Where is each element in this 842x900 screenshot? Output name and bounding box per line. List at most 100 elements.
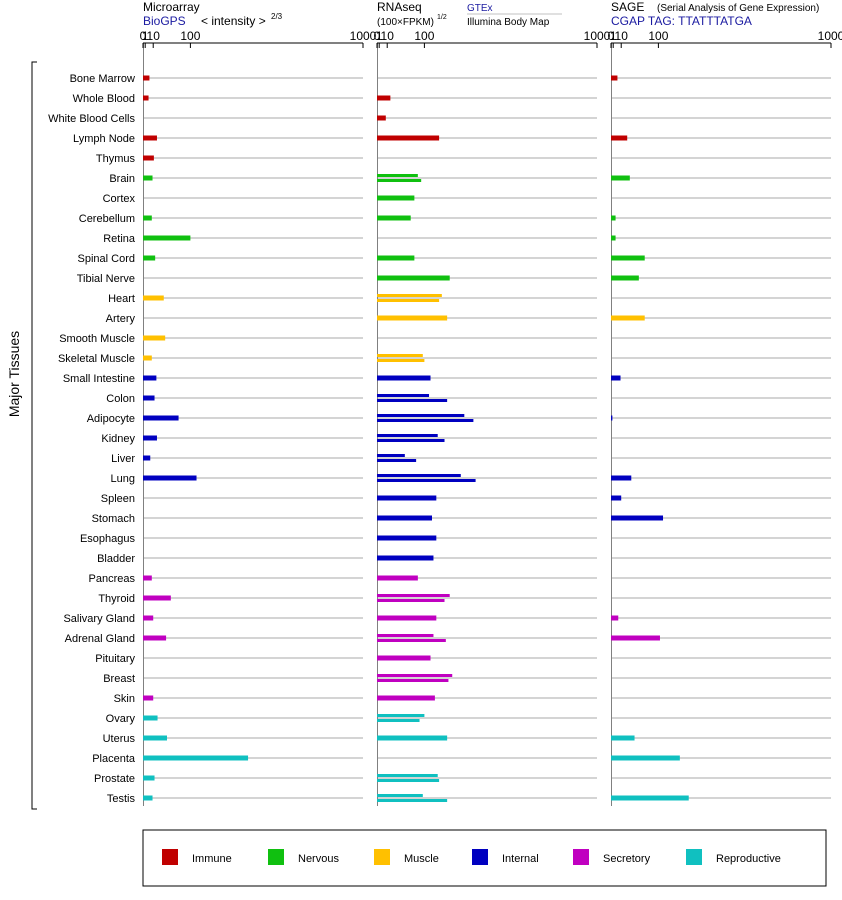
tissue-label: Stomach — [92, 513, 135, 525]
bar — [377, 714, 425, 717]
bar — [377, 174, 418, 177]
bar — [377, 394, 430, 397]
tissue-label: Heart — [108, 293, 135, 305]
tissue-label: Spinal Cord — [78, 253, 135, 265]
sage-header: SAGE (Serial Analysis of Gene Expression… — [611, 0, 819, 28]
tissue-labels: Bone Marrow Whole Blood White Blood Cells L… — [48, 73, 136, 805]
microarray-source: BioGPS — [143, 14, 186, 28]
bar — [611, 495, 622, 501]
tissue-label: Lymph Node — [73, 133, 135, 145]
tissue-label: Cortex — [103, 193, 136, 205]
bar — [377, 794, 423, 797]
bar — [377, 115, 386, 121]
tissue-label: Colon — [106, 393, 135, 405]
bar — [611, 735, 635, 741]
bar — [143, 215, 152, 221]
tissue-label: Esophagus — [80, 533, 136, 545]
bar — [611, 255, 645, 261]
sage-title: SAGE — [611, 0, 644, 14]
bar — [377, 315, 448, 321]
tissue-label: White Blood Cells — [48, 113, 135, 125]
axis-tick-label: 100 — [414, 29, 434, 43]
bar — [377, 779, 440, 782]
legend-swatch — [374, 849, 390, 865]
bar — [611, 615, 619, 621]
bar — [143, 75, 150, 81]
bar — [377, 655, 431, 661]
bar — [377, 799, 448, 802]
bar — [143, 595, 171, 601]
legend-swatch — [162, 849, 178, 865]
bar — [143, 455, 151, 461]
tissue-label: Thymus — [96, 153, 136, 165]
legend-label: Immune — [192, 853, 232, 865]
tissue-label: Smooth Muscle — [59, 333, 135, 345]
bar — [377, 774, 438, 777]
bar — [143, 735, 167, 741]
rnaseq-source-bodymap: Illumina Body Map — [467, 17, 550, 28]
bar — [143, 375, 157, 381]
axis-tick-label: 100 — [648, 29, 668, 43]
bar — [377, 639, 446, 642]
bar — [377, 359, 425, 362]
bar — [143, 695, 154, 701]
axis-tick-label: 0 — [608, 29, 615, 43]
microarray-scale-exponent: 2/3 — [271, 12, 283, 21]
bar — [611, 635, 660, 641]
axis-tick-label: 1000 — [350, 29, 377, 43]
bar — [377, 419, 474, 422]
bar — [377, 495, 437, 501]
bar — [377, 515, 432, 521]
tissue-label: Whole Blood — [73, 93, 135, 105]
rnaseq-scale-note: (100×FPKM) — [377, 17, 434, 28]
tissue-label: Skeletal Muscle — [58, 353, 135, 365]
bar — [377, 679, 449, 682]
bar — [143, 635, 167, 641]
bar — [611, 275, 639, 281]
bar — [377, 719, 420, 722]
axis-tick-label: 10 — [615, 29, 629, 43]
microarray-scale-note: < intensity > — [201, 14, 266, 28]
bar — [377, 439, 445, 442]
tissue-label: Adipocyte — [87, 413, 135, 425]
bar — [377, 195, 415, 201]
bar — [377, 354, 423, 357]
tissue-label: Spleen — [101, 493, 135, 505]
legend: Immune Nervous Muscle Internal Secretory Repr… — [142, 829, 827, 887]
bar — [143, 295, 164, 301]
bar — [377, 674, 453, 677]
bar — [143, 795, 153, 801]
tissue-label: Pancreas — [89, 573, 136, 585]
bar — [143, 715, 158, 721]
tissue-label: Artery — [106, 313, 136, 325]
bar — [377, 474, 461, 477]
bar — [377, 735, 448, 741]
axis-tick-label: 0 — [374, 29, 381, 43]
bar — [377, 459, 417, 462]
axis-tick-label: 10 — [381, 29, 395, 43]
bar — [377, 599, 445, 602]
bar — [611, 235, 616, 241]
bar — [377, 555, 434, 561]
tissue-label: Salivary Gland — [63, 613, 135, 625]
bar — [377, 414, 465, 417]
bar — [611, 515, 664, 521]
bar — [377, 454, 405, 457]
tissue-label: Uterus — [103, 733, 136, 745]
tissue-label: Cerebellum — [79, 213, 135, 225]
bar — [611, 375, 621, 381]
bar — [611, 175, 630, 181]
bar — [377, 634, 434, 637]
bar — [143, 775, 155, 781]
axis-tick-label: 10 — [147, 29, 161, 43]
microarray-title: Microarray — [143, 0, 200, 14]
tissue-label: Bladder — [97, 553, 135, 565]
axis-tick-label: 0 — [140, 29, 147, 43]
tissue-label: Liver — [111, 453, 135, 465]
legend-label: Muscle — [404, 853, 439, 865]
